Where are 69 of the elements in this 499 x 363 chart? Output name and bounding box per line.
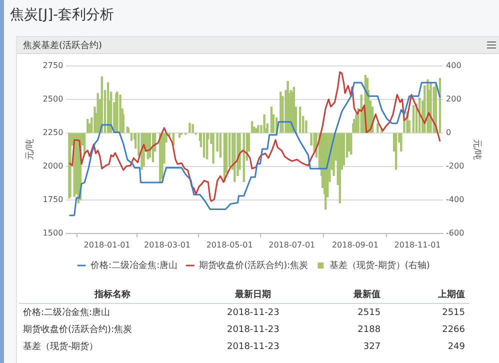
text: 价格:二级冶金焦:唐山 xyxy=(22,306,112,320)
bar xyxy=(430,82,432,133)
bar xyxy=(234,133,236,182)
chart-subtitle: 焦炭基差(活跃合约) xyxy=(23,40,102,52)
bar xyxy=(263,114,266,133)
y2-tick-label: -200 xyxy=(446,162,464,171)
y-tick-label: 1750 xyxy=(42,195,64,204)
text: 2188 xyxy=(356,324,382,336)
bar xyxy=(324,133,327,210)
text: 2018-11-23 xyxy=(226,324,280,336)
x-tick-label: 2018-05-01 xyxy=(206,240,253,250)
legend-label: 期货收盘价(活跃合约):焦炭 xyxy=(199,260,308,271)
text: 2515 xyxy=(356,306,382,320)
bar xyxy=(305,120,308,133)
bar xyxy=(412,105,415,133)
bar xyxy=(178,133,181,138)
text: 2266 xyxy=(441,324,466,336)
y2-tick-label: 200 xyxy=(446,94,462,104)
text: 最新值 xyxy=(352,288,382,302)
bar xyxy=(96,93,99,133)
text: 2018-11-23 xyxy=(226,306,280,320)
y2-tick-label: -600 xyxy=(446,228,464,238)
text: 249 xyxy=(446,340,466,354)
text: 最新日期 xyxy=(234,288,272,302)
text: 基差（现货-期货） xyxy=(22,340,100,354)
y2-axis-title: 元/吨 xyxy=(471,139,482,160)
chart-title: 焦炭[J]-套利分析 xyxy=(10,6,114,24)
bar xyxy=(400,133,402,152)
bar xyxy=(394,133,398,170)
y-tick-label: 1500 xyxy=(42,228,64,238)
y-tick-label: 2500 xyxy=(42,94,64,104)
bar xyxy=(298,106,302,133)
bar xyxy=(280,92,282,133)
y2-tick-label: 0 xyxy=(446,128,452,138)
bar xyxy=(188,122,191,133)
bar xyxy=(219,133,222,158)
text: 327 xyxy=(362,340,382,354)
text: 上期值 xyxy=(437,288,466,302)
x-tick-label: 2018-07-01 xyxy=(268,240,316,250)
text: 期货收盘价(活跃合约):焦炭 xyxy=(22,324,134,337)
bar xyxy=(353,118,356,133)
bar xyxy=(86,118,89,133)
text: 2515 xyxy=(441,306,466,320)
text: 2018-11-23 xyxy=(226,340,280,354)
y-tick-label: 2250 xyxy=(42,128,64,138)
bar xyxy=(257,125,260,133)
bar xyxy=(270,106,273,133)
x-tick-label: 2018-09-01 xyxy=(332,240,378,250)
bar xyxy=(338,133,341,204)
x-tick-label: 2018-01-01 xyxy=(84,240,130,250)
bar xyxy=(255,128,258,133)
bar xyxy=(350,133,352,155)
x-tick-label: 2018-11-01 xyxy=(394,240,441,250)
legend-label: 基差（现货-期货）(右轴) xyxy=(330,260,430,271)
y-tick-label: 2000 xyxy=(42,162,64,171)
bar xyxy=(192,124,194,133)
legend-label: 价格:二级冶金焦:唐山 xyxy=(90,260,178,271)
bar xyxy=(212,133,214,164)
y2-tick-label: 400 xyxy=(446,61,462,70)
bar xyxy=(130,133,133,141)
y2-tick-label: -400 xyxy=(446,195,464,204)
y-tick-label: 2750 xyxy=(42,61,64,70)
x-tick-label: 2018-03-01 xyxy=(144,240,191,250)
text: 指标名称 xyxy=(93,288,132,302)
bar xyxy=(250,121,254,133)
bar xyxy=(376,123,379,133)
bar xyxy=(119,94,122,133)
bar xyxy=(202,133,206,158)
y-axis-title: 元/吨 xyxy=(24,139,36,160)
